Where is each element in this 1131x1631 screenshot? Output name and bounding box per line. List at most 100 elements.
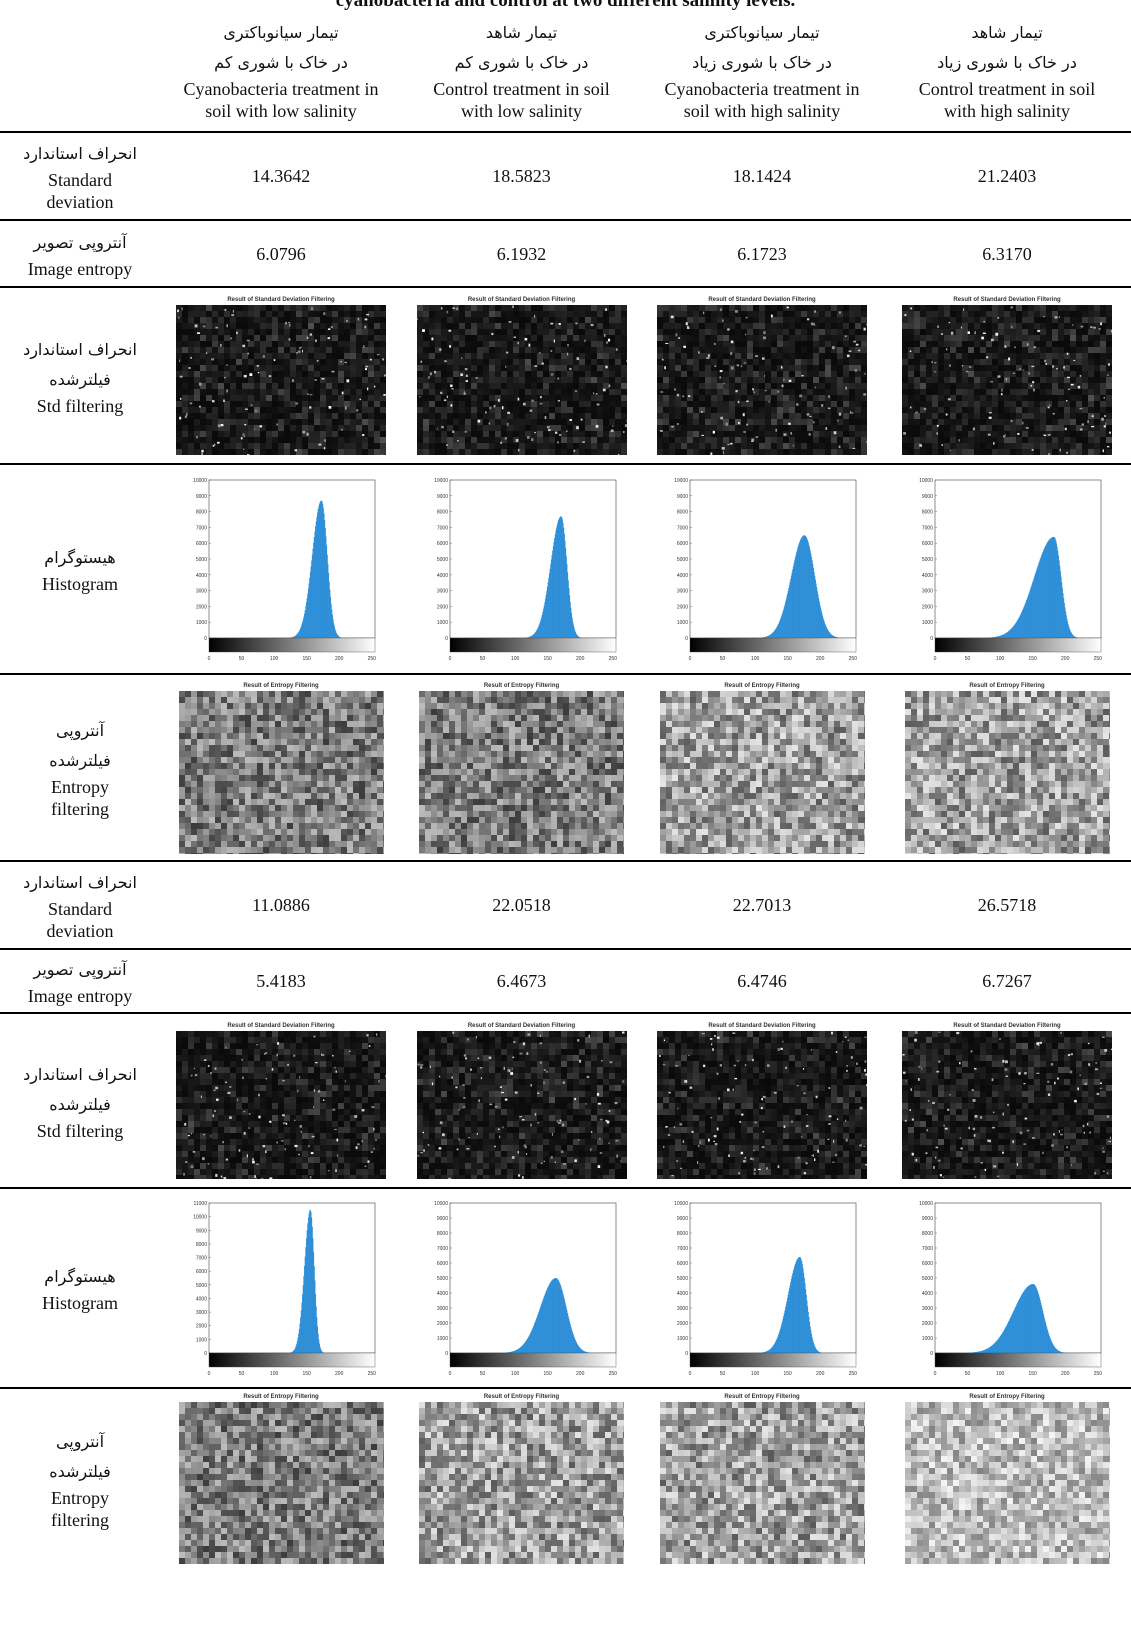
histogram-bar xyxy=(998,1338,1000,1353)
y-tick-label: 5000 xyxy=(677,1276,688,1282)
histogram-bar xyxy=(1011,1315,1013,1353)
histogram-bar xyxy=(977,1351,979,1353)
histogram-bar xyxy=(577,636,579,638)
histogram-bar xyxy=(996,1340,998,1353)
histogram-bar xyxy=(329,589,331,638)
histogram-bar xyxy=(811,1334,813,1353)
y-tick-label: 11000 xyxy=(193,1201,207,1207)
histogram-bar xyxy=(553,541,554,638)
histogram-bar xyxy=(813,1344,815,1353)
histogram-bar xyxy=(510,1351,512,1353)
histogram-bar xyxy=(783,607,785,638)
histogram-bar xyxy=(1041,1308,1043,1353)
histogram-bar xyxy=(1011,627,1013,638)
histogram-bar xyxy=(833,636,835,638)
std-filter-image xyxy=(416,305,627,455)
histogram-bar xyxy=(575,633,577,638)
histogram-bar xyxy=(1003,634,1005,638)
histogram-bar xyxy=(1035,1287,1037,1353)
histogram-bar xyxy=(1038,562,1040,638)
histogram-bar xyxy=(1028,1285,1030,1353)
y-tick-label: 8000 xyxy=(922,1231,933,1237)
histogram-bar xyxy=(814,1347,816,1353)
col-header-2: تیمار شاهد در خاک با شوری کم Control tre… xyxy=(402,8,641,132)
x-tick-label: 100 xyxy=(270,1371,279,1377)
histogram-bar xyxy=(1045,1322,1046,1353)
std-filter-image xyxy=(176,1031,386,1179)
histogram-bar xyxy=(829,632,831,638)
histogram-bar xyxy=(813,567,814,638)
std-value: 18.5823 xyxy=(402,131,641,220)
entropy-filter-image xyxy=(178,1402,384,1564)
histogram-bar xyxy=(1027,1286,1029,1353)
histogram-bar xyxy=(556,524,558,638)
y-tick-label: 4000 xyxy=(436,573,447,579)
y-tick-label: 1000 xyxy=(436,620,447,626)
histogram-bar xyxy=(821,613,823,638)
y-tick-label: 9000 xyxy=(677,1216,688,1222)
histogram-bar xyxy=(566,1310,567,1353)
col-header-4: تیمار شاهد در خاک با شوری زیاد Control t… xyxy=(883,8,1131,132)
histogram-bar xyxy=(800,538,802,638)
entropy-value: 6.3170 xyxy=(883,219,1131,287)
histogram-bar xyxy=(1031,1284,1033,1353)
entropy-filter-row-2: آنتروپی فیلترشده Entropy filtering Resul… xyxy=(0,1387,1131,1568)
histogram-bar xyxy=(1005,1327,1007,1353)
y-tick-label: 7000 xyxy=(436,525,447,531)
y-tick-label: 8000 xyxy=(196,510,207,516)
histogram-bar xyxy=(323,513,325,638)
histogram-bar xyxy=(1062,593,1064,638)
histogram-bar xyxy=(306,598,308,638)
histogram-bar xyxy=(774,1342,776,1353)
row-label-fa: آنتروپی xyxy=(55,1431,105,1451)
histogram-bar xyxy=(300,627,302,638)
x-tick-label: 200 xyxy=(1061,1371,1070,1377)
histogram-bar xyxy=(556,1278,558,1353)
histogram-bar xyxy=(806,1300,808,1353)
y-tick-label: 8000 xyxy=(677,1231,688,1237)
histogram-bar xyxy=(992,1344,994,1353)
histogram-bar xyxy=(1041,555,1043,638)
histogram-bar xyxy=(324,520,326,638)
histogram-bar xyxy=(1052,536,1054,638)
histogram-bar xyxy=(1015,623,1017,638)
histogram-bar xyxy=(313,537,315,638)
histogram-bar xyxy=(330,597,332,638)
entropy-value: 6.0796 xyxy=(160,219,402,287)
x-tick-label: 150 xyxy=(783,1371,792,1377)
histogram-bar xyxy=(770,634,772,638)
histogram-bar xyxy=(549,1282,551,1353)
histogram-bar xyxy=(579,1348,581,1353)
histogram-bar xyxy=(568,595,570,638)
histogram-bar xyxy=(1024,1289,1026,1353)
histogram-bar xyxy=(1046,543,1048,638)
row-label-en1: Entropy xyxy=(51,776,109,797)
x-tick-label: 100 xyxy=(510,1371,519,1377)
histogram-bar xyxy=(330,603,332,638)
row-label-fa: آنتروپی xyxy=(55,720,105,740)
histogram-bar xyxy=(554,530,556,638)
histogram-bar xyxy=(816,1349,818,1353)
histogram-bar xyxy=(292,1351,294,1353)
histogram-bar xyxy=(804,535,806,638)
y-tick-label: 2000 xyxy=(922,604,933,610)
row-label-std: انحراف استاندارد Standard deviation xyxy=(0,131,160,220)
y-tick-label: 7000 xyxy=(677,525,688,531)
histogram-bar xyxy=(812,564,814,638)
panel-title: Result of Standard Deviation Filtering xyxy=(708,297,816,303)
histogram-bar xyxy=(986,1348,988,1353)
histogram-bar xyxy=(511,1351,513,1353)
histogram-bar xyxy=(539,1305,541,1353)
histogram-bar xyxy=(771,1347,773,1353)
histogram-bar xyxy=(766,636,768,638)
histogram-bar xyxy=(564,1301,566,1353)
histogram-bar xyxy=(571,621,573,638)
histogram-bar xyxy=(1037,566,1039,638)
histogram-bar xyxy=(994,1342,996,1353)
histogram-bar xyxy=(535,630,537,638)
histogram-bar xyxy=(1017,620,1018,638)
histogram-bar xyxy=(1033,578,1035,638)
histogram-bar xyxy=(526,1339,528,1353)
histogram-bar xyxy=(526,1337,528,1353)
histogram-bar xyxy=(805,536,807,638)
